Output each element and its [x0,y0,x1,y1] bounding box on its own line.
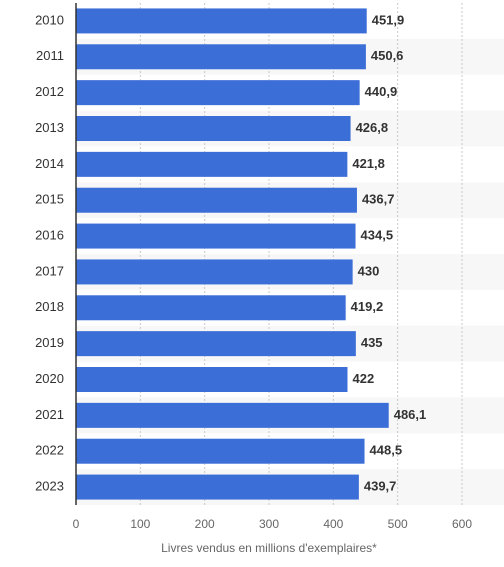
x-tick-label: 100 [130,517,150,531]
y-tick-label: 2016 [35,228,64,243]
y-tick-labels: 2010 2011 2012 2013 2014 2015 2016 2017 2018 2019… [35,12,64,493]
y-tick-label: 2021 [35,407,64,422]
x-tick-label: 600 [452,517,472,531]
data-label: 435 [361,335,383,350]
y-tick-label: 2020 [35,371,64,386]
data-label: 451,9 [372,12,405,27]
data-label: 450,6 [371,48,404,63]
y-tick-label: 2019 [35,335,64,350]
y-tick-label: 2023 [35,479,64,494]
y-tick-label: 2011 [36,48,64,63]
y-tick-label: 2015 [35,192,64,207]
data-label: 439,7 [364,479,397,494]
y-tick-label: 2013 [35,120,64,135]
x-tick-label: 400 [323,517,343,531]
bar [76,331,356,357]
bar [76,367,348,392]
bar [76,438,365,464]
bar [76,116,351,141]
bar [76,474,359,500]
data-label: 448,5 [370,443,403,458]
bars [76,8,389,500]
x-tick-label: 300 [259,517,279,531]
bar [76,44,366,70]
bar [76,187,357,213]
bar [76,402,389,428]
data-label: 421,8 [352,156,385,171]
bar [76,295,346,321]
bar [76,80,360,106]
x-tick-label: 500 [388,517,408,531]
x-tick-label: 200 [195,517,215,531]
data-label: 440,9 [365,84,398,99]
bar [76,259,353,285]
data-label: 486,1 [394,407,427,422]
y-tick-label: 2010 [35,12,64,27]
data-label: 422 [352,371,374,386]
bar [76,151,348,177]
data-label: 426,8 [356,120,389,135]
bar [76,8,367,34]
x-tick-labels: 0 100 200 300 400 500 600 [73,517,473,531]
y-tick-label: 2014 [35,156,64,171]
x-tick-label: 0 [73,517,80,531]
bar [76,223,356,249]
data-label: 436,7 [362,192,395,207]
data-label: 419,2 [351,299,384,314]
data-label: 434,5 [361,228,394,243]
y-tick-label: 2022 [35,443,64,458]
data-label: 430 [358,263,380,278]
x-axis-title: Livres vendus en millions d'exemplaires* [161,541,377,555]
y-tick-label: 2012 [35,84,64,99]
data-labels: 451,9 450,6 440,9 426,8 421,8 436,7 434,5 430 41… [351,12,427,493]
y-tick-label: 2018 [35,299,64,314]
y-tick-label: 2017 [35,263,64,278]
